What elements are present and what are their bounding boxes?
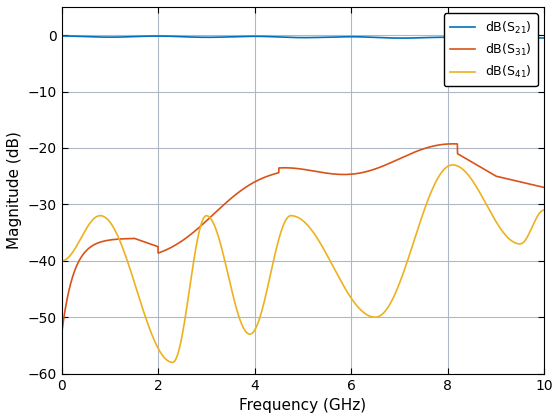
dB(S$_{31}$) <box>372 166 379 171</box>
dB(S$_{31}$) <box>58 332 65 337</box>
Line: dB(S$_{41}$): dB(S$_{41}$) <box>62 165 544 362</box>
Legend: dB(S$_{21}$), dB(S$_{31}$), dB(S$_{41}$): dB(S$_{21}$), dB(S$_{31}$), dB(S$_{41}$) <box>444 13 538 87</box>
dB(S$_{21}$) <box>418 35 425 40</box>
X-axis label: Frequency (GHz): Frequency (GHz) <box>239 398 366 413</box>
dB(S$_{41}$) <box>242 329 249 334</box>
dB(S$_{21}$) <box>455 35 462 40</box>
dB(S$_{21}$) <box>496 36 502 41</box>
dB(S$_{31}$) <box>242 184 249 189</box>
dB(S$_{31}$) <box>541 185 548 190</box>
dB(S$_{41}$) <box>146 326 153 331</box>
dB(S$_{41}$) <box>372 315 379 320</box>
Y-axis label: Magnitude (dB): Magnitude (dB) <box>7 131 22 249</box>
Line: dB(S$_{21}$): dB(S$_{21}$) <box>62 36 544 39</box>
dB(S$_{31}$) <box>455 152 462 157</box>
dB(S$_{41}$) <box>169 360 176 365</box>
Line: dB(S$_{31}$): dB(S$_{31}$) <box>62 144 544 334</box>
dB(S$_{41}$) <box>541 207 548 213</box>
dB(S$_{31}$) <box>450 141 456 146</box>
dB(S$_{41}$) <box>348 296 354 301</box>
dB(S$_{31}$) <box>348 172 354 177</box>
dB(S$_{41}$) <box>418 215 425 220</box>
dB(S$_{41}$) <box>449 163 456 168</box>
dB(S$_{31}$) <box>146 241 153 246</box>
dB(S$_{21}$) <box>348 34 354 39</box>
dB(S$_{21}$) <box>372 35 379 40</box>
dB(S$_{21}$) <box>58 34 65 39</box>
dB(S$_{21}$) <box>242 34 249 39</box>
dB(S$_{41}$) <box>455 164 462 169</box>
dB(S$_{31}$) <box>418 147 425 152</box>
dB(S$_{21}$) <box>541 35 548 40</box>
dB(S$_{21}$) <box>146 34 153 39</box>
dB(S$_{41}$) <box>58 258 65 263</box>
